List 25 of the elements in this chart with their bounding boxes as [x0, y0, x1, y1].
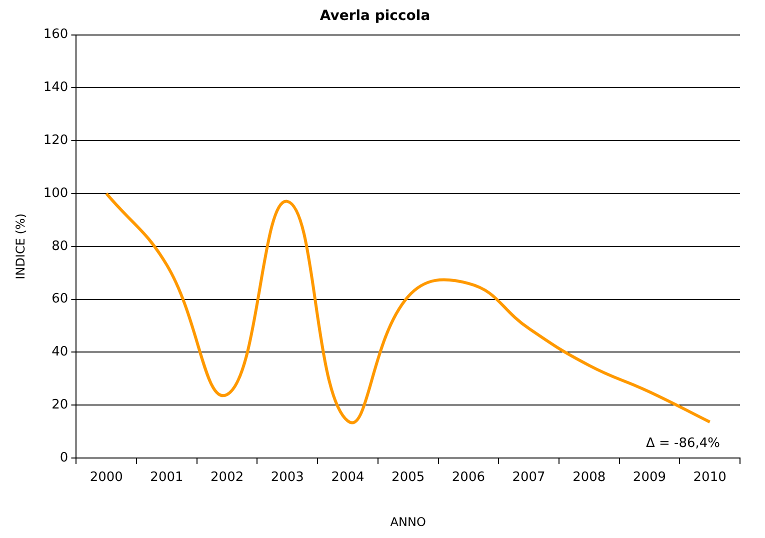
x-tick-label: 2007 [512, 470, 546, 486]
line-series [104, 192, 712, 424]
y-tick-label: 100 [43, 186, 68, 201]
y-tick-label: 0 [60, 450, 68, 466]
x-tick-label: 2010 [693, 470, 726, 486]
y-tick-label: 140 [43, 80, 68, 96]
y-axis-title: INDICE (%) [13, 213, 28, 280]
x-tick-label: 2001 [150, 470, 184, 486]
x-tick-label: 2000 [90, 470, 123, 486]
x-tick-label: 2008 [572, 470, 606, 486]
y-tick-label: 120 [43, 132, 68, 148]
y-tick-label: 20 [52, 397, 68, 412]
x-axis-title: ANNO [390, 514, 426, 529]
y-tick-label: 160 [43, 27, 68, 42]
x-tick-label: 2009 [632, 470, 666, 486]
x-tick-label: 2006 [452, 470, 485, 486]
x-tick-label: 2002 [210, 470, 244, 486]
x-tick-label: 2003 [270, 470, 304, 486]
chart-title: Averla piccola [320, 8, 430, 24]
y-tick-label: 40 [52, 344, 68, 360]
x-tick-label: 2005 [392, 470, 425, 486]
y-tick-label: 80 [52, 238, 68, 254]
y-tick-label: 60 [52, 292, 68, 307]
x-tick-label: 2004 [331, 470, 364, 486]
annotation: Δ = -86,4% [646, 436, 720, 451]
